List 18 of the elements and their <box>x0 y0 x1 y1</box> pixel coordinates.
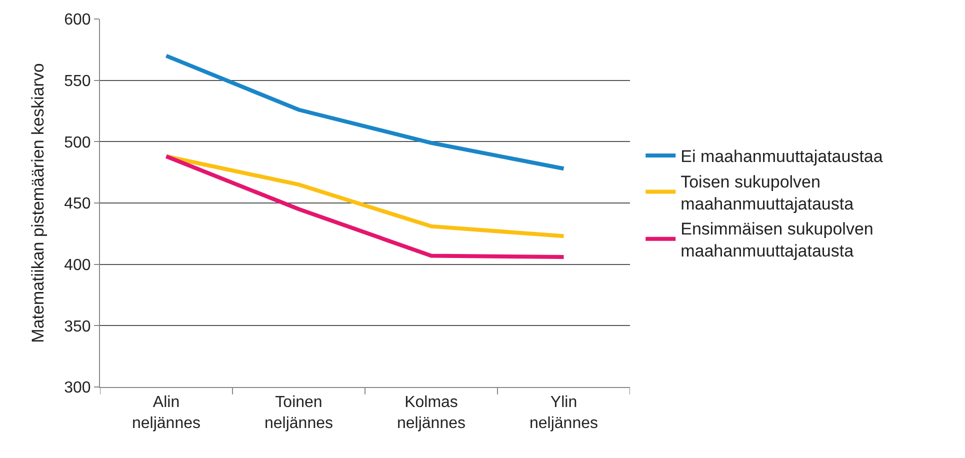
y-tick-label: 500 <box>64 134 91 152</box>
x-tick-label: Ylin neljännes <box>530 394 598 432</box>
line-series <box>164 54 566 171</box>
y-tick-label: 450 <box>64 196 91 213</box>
y-axis-title: Matematiikan pistemäärien keskiarvo <box>28 63 48 343</box>
x-tick-label: Kolmas neljännes <box>397 394 466 432</box>
y-tick-label: 400 <box>64 256 91 274</box>
legend-label: Ei maahanmuuttajataustaa <box>680 147 884 166</box>
legend-label: Ensimmäisen sukupolven maahanmuuttajatausta <box>680 219 874 261</box>
line-series <box>164 154 566 259</box>
y-tick-label: 600 <box>64 12 91 29</box>
y-tick-label: 550 <box>64 72 91 90</box>
line-series <box>164 154 566 238</box>
x-tick-label: Toinen neljännes <box>264 394 333 432</box>
y-tick-label: 350 <box>64 318 91 336</box>
legend-label: Toisen sukupolven maahanmuuttajatausta <box>680 172 854 214</box>
y-tick-label: 300 <box>64 380 91 397</box>
x-tick-label: Alin neljännes <box>132 394 200 432</box>
